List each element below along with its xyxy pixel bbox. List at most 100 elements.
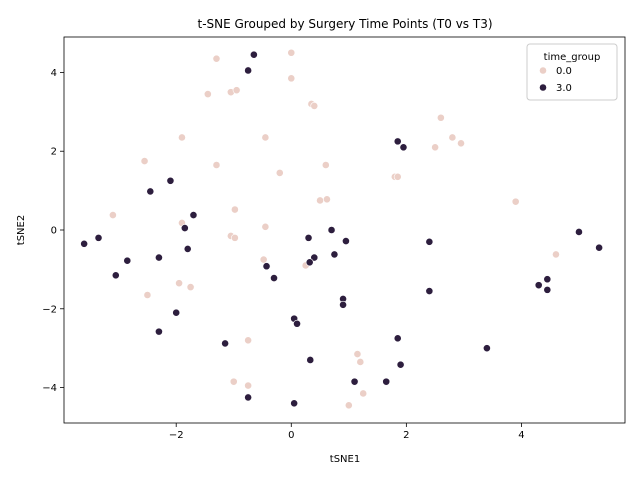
data-point-series-3.0 [304, 233, 313, 242]
y-axis-title: tSNE2 [16, 215, 27, 245]
data-point-series-3.0 [262, 262, 271, 271]
data-point-series-3.0 [339, 300, 347, 309]
legend-label: 0.0 [556, 66, 572, 77]
x-tick-label: 4 [518, 430, 524, 441]
data-point-series-3.0 [543, 285, 552, 294]
data-point-series-0.0 [287, 74, 296, 83]
y-tick-label: −4 [42, 383, 57, 394]
x-tick-label: −2 [169, 430, 184, 441]
data-point-series-0.0 [212, 161, 221, 169]
x-axis-title: tSNE1 [330, 454, 360, 465]
data-point-series-3.0 [342, 237, 350, 245]
data-point-series-0.0 [261, 133, 270, 142]
data-point-series-0.0 [287, 48, 296, 57]
data-point-series-0.0 [143, 291, 152, 299]
data-point-series-0.0 [259, 255, 268, 264]
data-point-series-3.0 [166, 176, 175, 185]
y-tick-label: −2 [42, 304, 57, 315]
data-point-series-3.0 [330, 250, 339, 259]
legend-title: time_group [544, 52, 601, 63]
data-point-series-0.0 [232, 86, 241, 95]
plot-area: −2 0 2 4 −4 −2 0 2 4 [42, 36, 626, 441]
data-point-series-3.0 [306, 356, 315, 364]
data-point-series-3.0 [350, 377, 359, 386]
data-point-series-0.0 [448, 133, 457, 142]
data-point-series-3.0 [483, 344, 491, 353]
data-point-series-0.0 [393, 172, 402, 181]
data-point-series-3.0 [393, 137, 402, 146]
data-point-series-0.0 [511, 197, 520, 206]
x-axis-ticks: −2 0 2 4 [169, 423, 525, 441]
data-point-series-0.0 [436, 113, 445, 122]
x-tick-label: 0 [288, 430, 294, 441]
data-point-series-3.0 [155, 327, 163, 336]
data-point-series-0.0 [261, 222, 270, 231]
data-point-series-3.0 [183, 245, 192, 253]
data-point-series-3.0 [293, 319, 301, 328]
data-point-series-3.0 [396, 360, 405, 369]
y-tick-label: 2 [51, 147, 57, 158]
data-point-series-0.0 [316, 196, 324, 205]
data-point-series-3.0 [534, 281, 543, 290]
chart-title: t-SNE Grouped by Surgery Time Points (T0… [197, 17, 492, 31]
data-point-series-0.0 [431, 143, 440, 152]
data-point-series-3.0 [399, 143, 408, 152]
x-tick-label: 2 [403, 430, 409, 441]
y-tick-label: 4 [51, 68, 57, 79]
data-point-series-3.0 [310, 253, 319, 262]
data-point-series-0.0 [229, 377, 238, 386]
data-point-series-3.0 [80, 239, 89, 248]
data-point-series-3.0 [290, 399, 299, 408]
points-layer [80, 48, 604, 410]
data-point-series-0.0 [552, 250, 560, 259]
data-point-series-3.0 [146, 187, 155, 196]
legend-marker [539, 83, 547, 92]
data-point-series-0.0 [230, 205, 239, 214]
data-point-series-3.0 [249, 50, 258, 59]
data-point-series-0.0 [109, 211, 117, 219]
data-point-series-0.0 [186, 283, 195, 292]
data-point-series-0.0 [356, 358, 365, 366]
data-point-series-0.0 [140, 157, 149, 165]
data-point-series-3.0 [575, 228, 583, 236]
data-point-series-3.0 [595, 243, 604, 252]
data-point-series-3.0 [393, 334, 402, 343]
data-point-series-0.0 [203, 90, 212, 99]
data-point-series-0.0 [344, 401, 353, 410]
data-point-series-3.0 [221, 339, 230, 348]
y-axis-ticks: −4 −2 0 2 4 [42, 68, 64, 394]
data-point-series-3.0 [425, 237, 434, 246]
legend-box [526, 43, 618, 101]
y-tick-label: 0 [51, 226, 57, 237]
data-point-series-3.0 [425, 287, 434, 295]
data-point-series-0.0 [178, 133, 186, 142]
data-point-series-0.0 [275, 168, 284, 177]
data-point-series-3.0 [327, 226, 336, 234]
data-point-series-3.0 [111, 271, 120, 280]
data-point-series-3.0 [189, 211, 198, 219]
data-point-series-3.0 [172, 308, 181, 317]
data-point-series-0.0 [310, 102, 319, 110]
data-point-series-0.0 [175, 279, 183, 288]
legend: time_group 0.0 3.0 [526, 43, 618, 101]
data-point-series-0.0 [359, 389, 368, 398]
data-point-series-3.0 [94, 233, 103, 242]
data-point-series-0.0 [321, 161, 330, 169]
data-point-series-3.0 [244, 66, 253, 75]
data-point-series-3.0 [270, 274, 278, 282]
data-point-series-0.0 [323, 195, 331, 204]
data-point-series-0.0 [457, 139, 465, 148]
data-point-series-3.0 [382, 377, 391, 386]
data-point-series-0.0 [212, 54, 221, 63]
data-point-series-3.0 [123, 256, 132, 265]
data-point-series-0.0 [244, 336, 253, 345]
legend-marker [539, 66, 547, 75]
legend-items: 0.0 3.0 [539, 66, 572, 94]
data-point-series-0.0 [353, 350, 362, 358]
data-point-series-3.0 [305, 258, 314, 267]
data-point-series-3.0 [155, 253, 163, 262]
legend-label: 3.0 [556, 83, 572, 94]
data-point-series-3.0 [244, 393, 253, 402]
data-point-series-3.0 [180, 224, 189, 232]
